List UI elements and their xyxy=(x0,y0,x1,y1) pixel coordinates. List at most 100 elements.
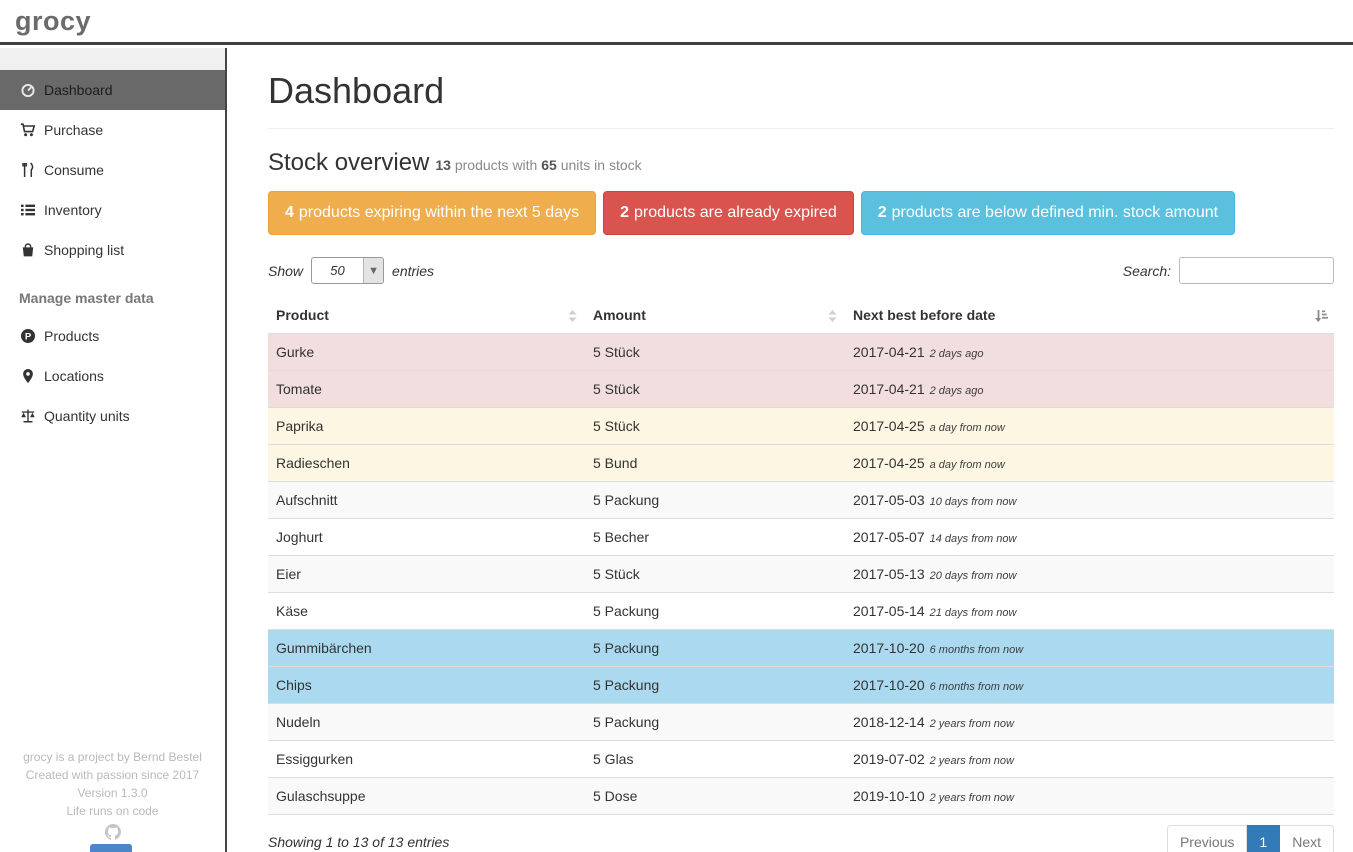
date-value: 2019-07-02 xyxy=(853,751,925,767)
cell-best-before-date: 2017-10-206 months from now xyxy=(845,667,1334,704)
product-icon: P xyxy=(19,328,36,345)
sidebar-item-consume[interactable]: Consume xyxy=(0,150,225,190)
table-row[interactable]: Gulaschsuppe5 Dose2019-10-102 years from… xyxy=(268,778,1334,815)
table-row[interactable]: Aufschnitt5 Packung2017-05-0310 days fro… xyxy=(268,482,1334,519)
app-logo[interactable]: grocy xyxy=(15,6,91,37)
sidebar-item-label: Inventory xyxy=(44,202,102,218)
relative-time: 2 years from now xyxy=(930,792,1014,804)
table-footer: Showing 1 to 13 of 13 entries Previous 1… xyxy=(268,825,1334,852)
sidebar-item-locations[interactable]: Locations xyxy=(0,356,225,396)
cell-amount: 5 Stück xyxy=(585,371,845,408)
date-value: 2017-05-13 xyxy=(853,566,925,582)
search-input[interactable] xyxy=(1179,257,1334,284)
sidebar-section-header: Manage master data xyxy=(0,270,225,316)
cell-amount: 5 Stück xyxy=(585,408,845,445)
previous-page-button[interactable]: Previous xyxy=(1167,825,1247,852)
table-row[interactable]: Joghurt5 Becher2017-05-0714 days from no… xyxy=(268,519,1334,556)
dashboard-icon xyxy=(19,82,36,99)
sidebar-item-inventory[interactable]: Inventory xyxy=(0,190,225,230)
shopping-bag-icon xyxy=(19,242,36,259)
cell-best-before-date: 2019-10-10 2 years from now xyxy=(845,778,1334,815)
balance-scale-icon xyxy=(19,408,36,425)
next-page-button[interactable]: Next xyxy=(1280,825,1334,852)
cell-best-before-date: 2017-05-1421 days from now xyxy=(845,593,1334,630)
page-title: Dashboard xyxy=(268,70,1334,112)
stock-alert-button-1[interactable]: 2products are already expired xyxy=(603,191,854,235)
sidebar-footer-line: Life runs on code xyxy=(0,802,225,820)
sidebar-item-label: Shopping list xyxy=(44,242,124,258)
sidebar-item-shopping-list[interactable]: Shopping list xyxy=(0,230,225,270)
top-header: grocy xyxy=(0,0,1353,45)
table-row[interactable]: Gurke5 Stück2017-04-212 days ago xyxy=(268,334,1334,371)
cell-best-before-date: 2017-04-25a day from now xyxy=(845,445,1334,482)
github-icon[interactable] xyxy=(0,824,225,840)
cell-amount: 5 Packung xyxy=(585,667,845,704)
sidebar-item-label: Quantity units xyxy=(44,408,130,424)
cell-best-before-date: 2017-10-206 months from now xyxy=(845,630,1334,667)
table-row[interactable]: Käse5 Packung2017-05-1421 days from now xyxy=(268,593,1334,630)
table-row[interactable]: Tomate5 Stück2017-04-212 days ago xyxy=(268,371,1334,408)
stock-alert-button-0[interactable]: 4products expiring within the next 5 day… xyxy=(268,191,596,235)
relative-time: 2 years from now xyxy=(930,755,1014,767)
column-header-best-before-date[interactable]: Next best before date xyxy=(845,299,1334,334)
relative-time: 2 years from now xyxy=(930,718,1014,730)
partial-scrolled-element xyxy=(90,844,132,852)
cell-amount: 5 Glas xyxy=(585,741,845,778)
stock-table: Product Amount Next best before date xyxy=(268,299,1334,815)
cell-best-before-date: 2017-05-0714 days from now xyxy=(845,519,1334,556)
cart-icon xyxy=(19,122,36,139)
table-row[interactable]: Eier5 Stück2017-05-1320 days from now xyxy=(268,556,1334,593)
column-header-product[interactable]: Product xyxy=(268,299,585,334)
alert-text: products are below defined min. stock am… xyxy=(892,204,1218,222)
relative-time: 6 months from now xyxy=(930,681,1024,693)
sidebar-item-dashboard[interactable]: Dashboard xyxy=(0,70,225,110)
grocy-app: grocy DashboardPurchaseConsumeInventoryS… xyxy=(0,0,1353,852)
map-marker-icon xyxy=(19,368,36,385)
cell-amount: 5 Packung xyxy=(585,704,845,741)
relative-time: 10 days from now xyxy=(930,496,1017,508)
cell-amount: 5 Becher xyxy=(585,519,845,556)
cell-best-before-date: 2019-07-02 2 years from now xyxy=(845,741,1334,778)
units-count: 65 xyxy=(541,157,557,173)
cell-product: Radieschen xyxy=(268,445,585,482)
table-row[interactable]: Paprika5 Stück2017-04-25a day from now xyxy=(268,408,1334,445)
sidebar-item-label: Consume xyxy=(44,162,104,178)
date-value: 2017-05-07 xyxy=(853,529,925,545)
table-row[interactable]: Essiggurken5 Glas2019-07-022 years from … xyxy=(268,741,1334,778)
table-row[interactable]: Radieschen5 Bund2017-04-25a day from now xyxy=(268,445,1334,482)
cell-amount: 5 Bund xyxy=(585,445,845,482)
date-value: 2017-04-21 xyxy=(853,344,925,360)
alert-count: 4 xyxy=(285,204,294,222)
table-row[interactable]: Nudeln5 Packung2018-12-142 years from no… xyxy=(268,704,1334,741)
sidebar-item-products[interactable]: PProducts xyxy=(0,316,225,356)
sort-both-icon[interactable] xyxy=(826,309,839,323)
stock-alert-button-2[interactable]: 2products are below defined min. stock a… xyxy=(861,191,1235,235)
date-value: 2017-05-03 xyxy=(853,492,925,508)
sidebar: DashboardPurchase Consume Inventory Shoppin… xyxy=(0,48,227,852)
sidebar-item-purchase[interactable]: Purchase xyxy=(0,110,225,150)
sidebar-item-label: Locations xyxy=(44,368,104,384)
cell-product: Gulaschsuppe xyxy=(268,778,585,815)
chevron-down-icon: ▼ xyxy=(363,258,383,283)
sidebar-footer-line: Created with passion since 2017 xyxy=(0,766,225,784)
stock-overview-label: Stock overview xyxy=(268,149,429,176)
cell-product: Gurke xyxy=(268,334,585,371)
column-header-amount[interactable]: Amount xyxy=(585,299,845,334)
page-1-button[interactable]: 1 xyxy=(1247,825,1280,852)
relative-time: 6 months from now xyxy=(930,644,1024,656)
table-controls: Show 50 ▼ entries Search: xyxy=(268,257,1334,284)
svg-text:P: P xyxy=(24,331,31,342)
date-value: 2017-04-25 xyxy=(853,455,925,471)
sort-both-icon[interactable] xyxy=(566,309,579,323)
date-value: 2019-10-10 xyxy=(853,788,925,804)
sidebar-nav-main: DashboardPurchase Consume Inventory Shoppin… xyxy=(0,70,225,270)
date-value: 2017-04-25 xyxy=(853,418,925,434)
search-label: Search: xyxy=(1123,263,1171,279)
table-row[interactable]: Gummibärchen5 Packung2017-10-206 months … xyxy=(268,630,1334,667)
entries-label: entries xyxy=(392,263,434,279)
sidebar-item-quantity-units[interactable]: Quantity units xyxy=(0,396,225,436)
sort-ascending-icon[interactable] xyxy=(1313,309,1328,324)
page-length-select[interactable]: 50 ▼ xyxy=(311,257,384,284)
sidebar-footer-line: grocy is a project by Bernd Bestel xyxy=(0,748,225,766)
table-row[interactable]: Chips5 Packung2017-10-206 months from no… xyxy=(268,667,1334,704)
